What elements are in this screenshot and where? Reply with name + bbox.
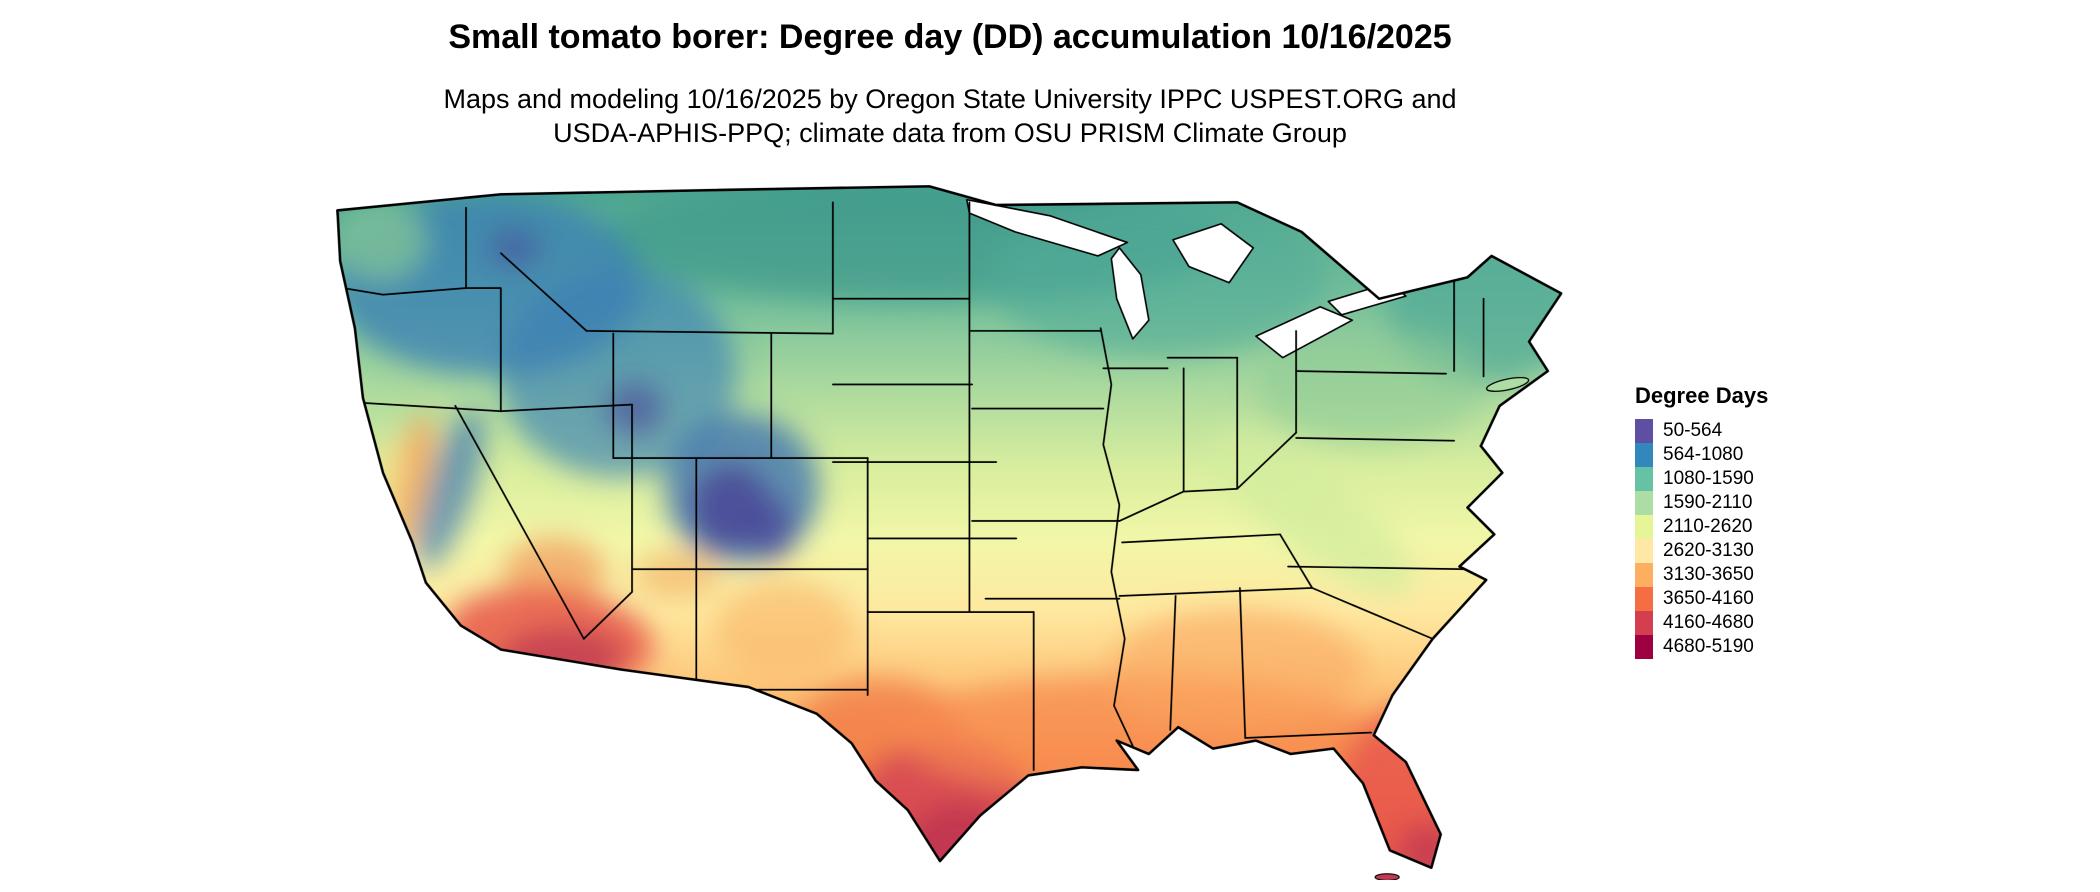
- legend-title: Degree Days: [1635, 383, 1769, 408]
- legend-label: 3130-3650: [1663, 564, 1754, 585]
- legend-label: 2110-2620: [1663, 516, 1753, 537]
- legend-swatch: [1635, 611, 1653, 635]
- us-outline: [336, 184, 1563, 870]
- legend-item: 1590-2110: [1635, 491, 1768, 515]
- legend-item: 2620-3130: [1635, 539, 1768, 563]
- legend-swatch: [1635, 443, 1653, 467]
- florida-keys: [1374, 873, 1400, 880]
- page-subtitle: Maps and modeling 10/16/2025 by Oregon S…: [0, 82, 1900, 150]
- page-title: Small tomato borer: Degree day (DD) accu…: [448, 18, 1452, 56]
- legend-label: 4680-5190: [1663, 636, 1754, 657]
- legend-item: 3130-3650: [1635, 563, 1768, 587]
- subtitle-line-2: USDA-APHIS-PPQ; climate data from OSU PR…: [553, 118, 1347, 148]
- legend-swatch: [1635, 515, 1653, 539]
- legend-label: 4160-4680: [1663, 612, 1754, 633]
- subtitle-line-1: Maps and modeling 10/16/2025 by Oregon S…: [443, 84, 1457, 114]
- legend-label: 1080-1590: [1663, 468, 1754, 489]
- long-island: [1485, 376, 1530, 392]
- legend-item: 2110-2620: [1635, 515, 1768, 539]
- legend-swatch: [1635, 419, 1653, 443]
- great-lakes: [965, 198, 1407, 359]
- legend-swatch: [1635, 563, 1653, 587]
- legend-label: 2620-3130: [1663, 540, 1754, 561]
- legend-item: 4680-5190: [1635, 635, 1768, 659]
- legend-items: 50-564 564-1080 1080-1590 1590-2110 2110-262…: [1635, 419, 1768, 659]
- legend-label: 50-564: [1663, 420, 1723, 441]
- legend-swatch: [1635, 467, 1653, 491]
- legend-swatch: [1635, 539, 1653, 563]
- us-map-svg: [336, 184, 1563, 880]
- legend-swatch: [1635, 491, 1653, 515]
- legend-label: 3650-4160: [1663, 588, 1754, 609]
- legend-swatch: [1635, 635, 1653, 659]
- legend-item: 4160-4680: [1635, 611, 1768, 635]
- legend-item: 564-1080: [1635, 443, 1768, 467]
- legend-label: 564-1080: [1663, 444, 1744, 465]
- us-degree-day-map: [300, 170, 1592, 880]
- state-borders: [337, 201, 1485, 771]
- legend-item: 50-564: [1635, 419, 1768, 443]
- legend-item: 3650-4160: [1635, 587, 1768, 611]
- raster-layer: [337, 186, 1562, 868]
- legend-swatch: [1635, 587, 1653, 611]
- legend-label: 1590-2110: [1663, 492, 1753, 513]
- legend-item: 1080-1590: [1635, 467, 1768, 491]
- legend: Degree Days 50-564 564-1080 1080-1590 1590-…: [1635, 383, 1768, 659]
